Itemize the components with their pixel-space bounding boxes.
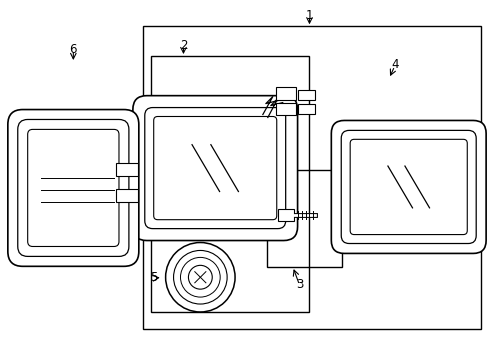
- Text: 2: 2: [180, 39, 187, 51]
- Circle shape: [173, 251, 226, 304]
- Bar: [277, 209, 293, 221]
- Text: 1: 1: [305, 9, 313, 22]
- Text: 6: 6: [69, 42, 77, 55]
- FancyBboxPatch shape: [341, 130, 475, 243]
- FancyBboxPatch shape: [28, 129, 119, 247]
- Text: 3: 3: [295, 278, 303, 291]
- FancyBboxPatch shape: [133, 96, 297, 240]
- Bar: [142, 26, 480, 329]
- FancyBboxPatch shape: [331, 121, 485, 253]
- Bar: [275, 87, 295, 100]
- FancyBboxPatch shape: [8, 109, 139, 266]
- Text: 4: 4: [390, 58, 398, 71]
- Circle shape: [165, 243, 235, 312]
- Text: 5: 5: [150, 271, 157, 284]
- FancyBboxPatch shape: [144, 108, 285, 229]
- Bar: [116, 163, 138, 176]
- Bar: [150, 56, 309, 312]
- Bar: [297, 90, 315, 100]
- Bar: [275, 103, 295, 114]
- Circle shape: [188, 265, 212, 289]
- Bar: [297, 104, 315, 113]
- FancyBboxPatch shape: [349, 139, 467, 235]
- FancyBboxPatch shape: [18, 120, 129, 256]
- Circle shape: [180, 257, 220, 297]
- Bar: [266, 170, 342, 267]
- Bar: [116, 189, 138, 202]
- FancyBboxPatch shape: [153, 117, 276, 220]
